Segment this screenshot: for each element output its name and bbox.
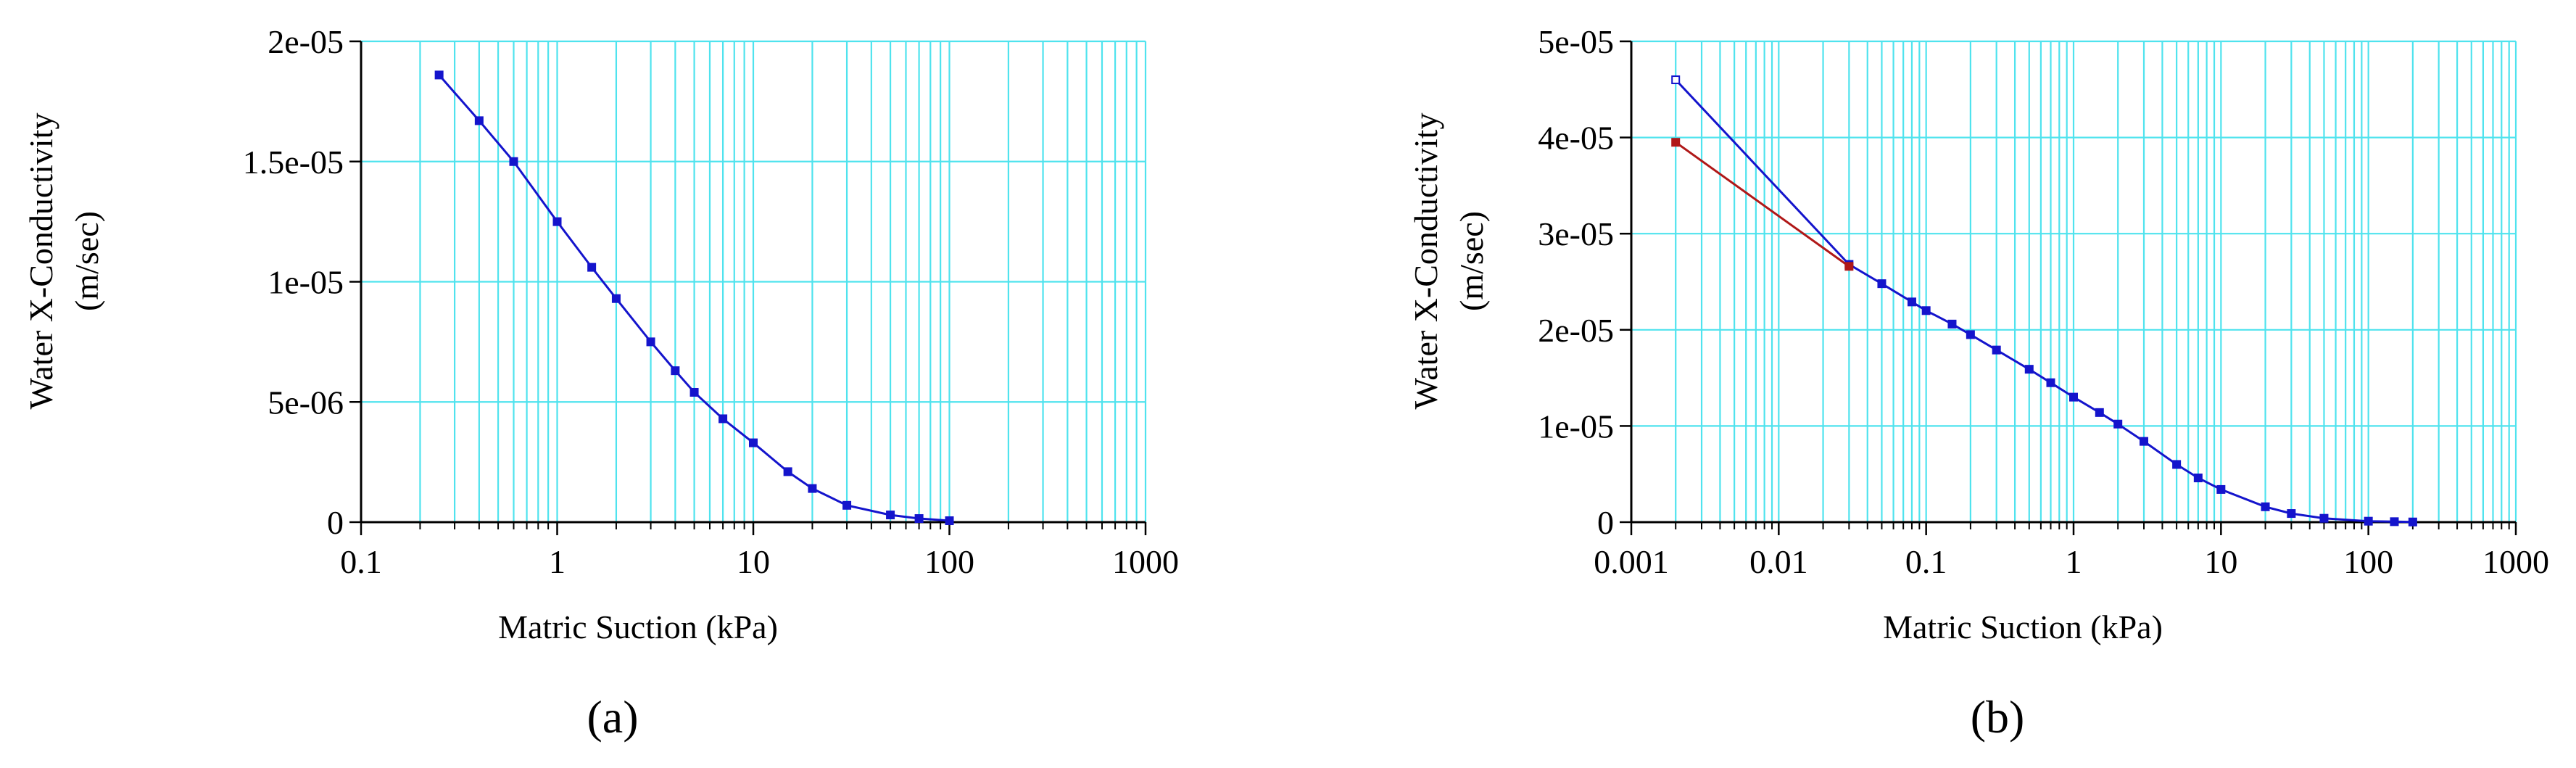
data-point: [1947, 319, 1957, 329]
data-point: [2172, 460, 2182, 469]
y-tick-label: 3e-05: [1538, 215, 1614, 252]
data-point: [2113, 419, 2123, 429]
x-tick-label: 10: [737, 543, 770, 580]
data-point: [1671, 75, 1681, 85]
data-point: [1921, 306, 1931, 315]
data-point: [1671, 138, 1681, 147]
data-point: [886, 511, 895, 520]
data-point: [509, 157, 518, 166]
data-point: [2095, 408, 2104, 417]
x-tick-label: 1000: [1112, 543, 1179, 580]
data-point: [2216, 484, 2226, 494]
x-tick-label: 0.1: [1905, 543, 1947, 580]
data-point: [671, 366, 680, 376]
data-point: [1907, 297, 1916, 307]
x-tick-label: 1: [549, 543, 566, 580]
data-point: [2261, 502, 2270, 511]
ticks-b: 0.001 0.01 0.1 1 10 100 1000 0 1e-05 2e-05 3e-05 4e…: [1538, 23, 2549, 580]
data-point: [749, 438, 758, 447]
data-point: [552, 217, 562, 226]
data-point: [2287, 509, 2296, 519]
data-point: [587, 263, 597, 272]
y-axis-label-b: Water X-Conductivity: [1407, 113, 1444, 410]
data-point: [1992, 345, 2001, 355]
data-point: [1877, 279, 1887, 289]
data-point: [2390, 517, 2399, 527]
data-point: [718, 414, 728, 424]
y-tick-label: 0: [327, 504, 344, 541]
data-point: [2193, 474, 2203, 483]
y-tick-label: 1e-05: [1538, 408, 1614, 445]
data-point: [689, 387, 699, 397]
y-axis-unit-a: (m/sec): [68, 211, 105, 311]
x-tick-label: 0.1: [340, 543, 382, 580]
data-point: [945, 516, 954, 526]
series-marks-a: [434, 70, 954, 526]
data-point: [2408, 517, 2417, 527]
series-line-2: [1675, 141, 1850, 268]
y-tick-label: 4e-05: [1538, 120, 1614, 157]
data-point: [646, 337, 655, 347]
data-point: [1844, 262, 1854, 271]
data-point: [1966, 330, 1975, 339]
y-tick-label: 5e-06: [268, 384, 344, 421]
y-tick-label: 2e-05: [1538, 312, 1614, 349]
series-marks-b: [1671, 75, 2417, 527]
x-tick-label: 100: [2343, 543, 2393, 580]
chart-panel-b: 0.001 0.01 0.1 1 10 100 1000 0 1e-05 2e-05 3e-05 4e…: [1407, 23, 2549, 743]
x-tick-label: 1000: [2482, 543, 2549, 580]
y-tick-label: 1e-05: [268, 264, 344, 301]
data-point: [808, 484, 817, 493]
data-point: [783, 467, 792, 476]
data-point: [2069, 392, 2078, 402]
y-tick-label: 1.5e-05: [243, 144, 344, 181]
grid-b: [1630, 40, 2517, 524]
x-tick-label: 0.01: [1749, 543, 1808, 580]
x-axis-label-a: Matric Suction (kPa): [498, 608, 778, 645]
data-point: [914, 514, 924, 524]
ticks-a: 0.1 1 10 100 1000 0 5e-06 1e-05 1.5e-05 2e-05: [243, 23, 1179, 580]
data-point: [842, 500, 852, 510]
chart-panel-a: 0.1 1 10 100 1000 0 5e-06 1e-05 1.5e-05 2e-05 Mat…: [22, 23, 1179, 743]
data-point: [2140, 437, 2149, 446]
data-point: [2046, 378, 2055, 387]
x-axis-label-b: Matric Suction (kPa): [1883, 608, 2163, 645]
y-axis-unit-b: (m/sec): [1453, 211, 1490, 311]
x-tick-label: 1: [2066, 543, 2082, 580]
panel-label-a: (a): [587, 691, 638, 743]
panel-label-b: (b): [1971, 691, 2025, 743]
y-tick-label: 2e-05: [268, 23, 344, 60]
series-line-1: [1675, 78, 2413, 524]
grid-a: [360, 40, 1147, 524]
data-point: [611, 294, 621, 303]
data-point: [474, 116, 484, 125]
y-tick-label: 0: [1597, 504, 1614, 541]
y-axis-label-a: Water X-Conductivity: [22, 113, 59, 410]
data-point: [2364, 516, 2373, 526]
x-tick-label: 100: [924, 543, 974, 580]
data-point: [2024, 365, 2034, 374]
data-point: [434, 70, 444, 80]
data-point: [2319, 513, 2329, 523]
x-tick-label: 0.001: [1594, 543, 1669, 580]
y-tick-label: 5e-05: [1538, 23, 1614, 60]
x-tick-label: 10: [2204, 543, 2237, 580]
